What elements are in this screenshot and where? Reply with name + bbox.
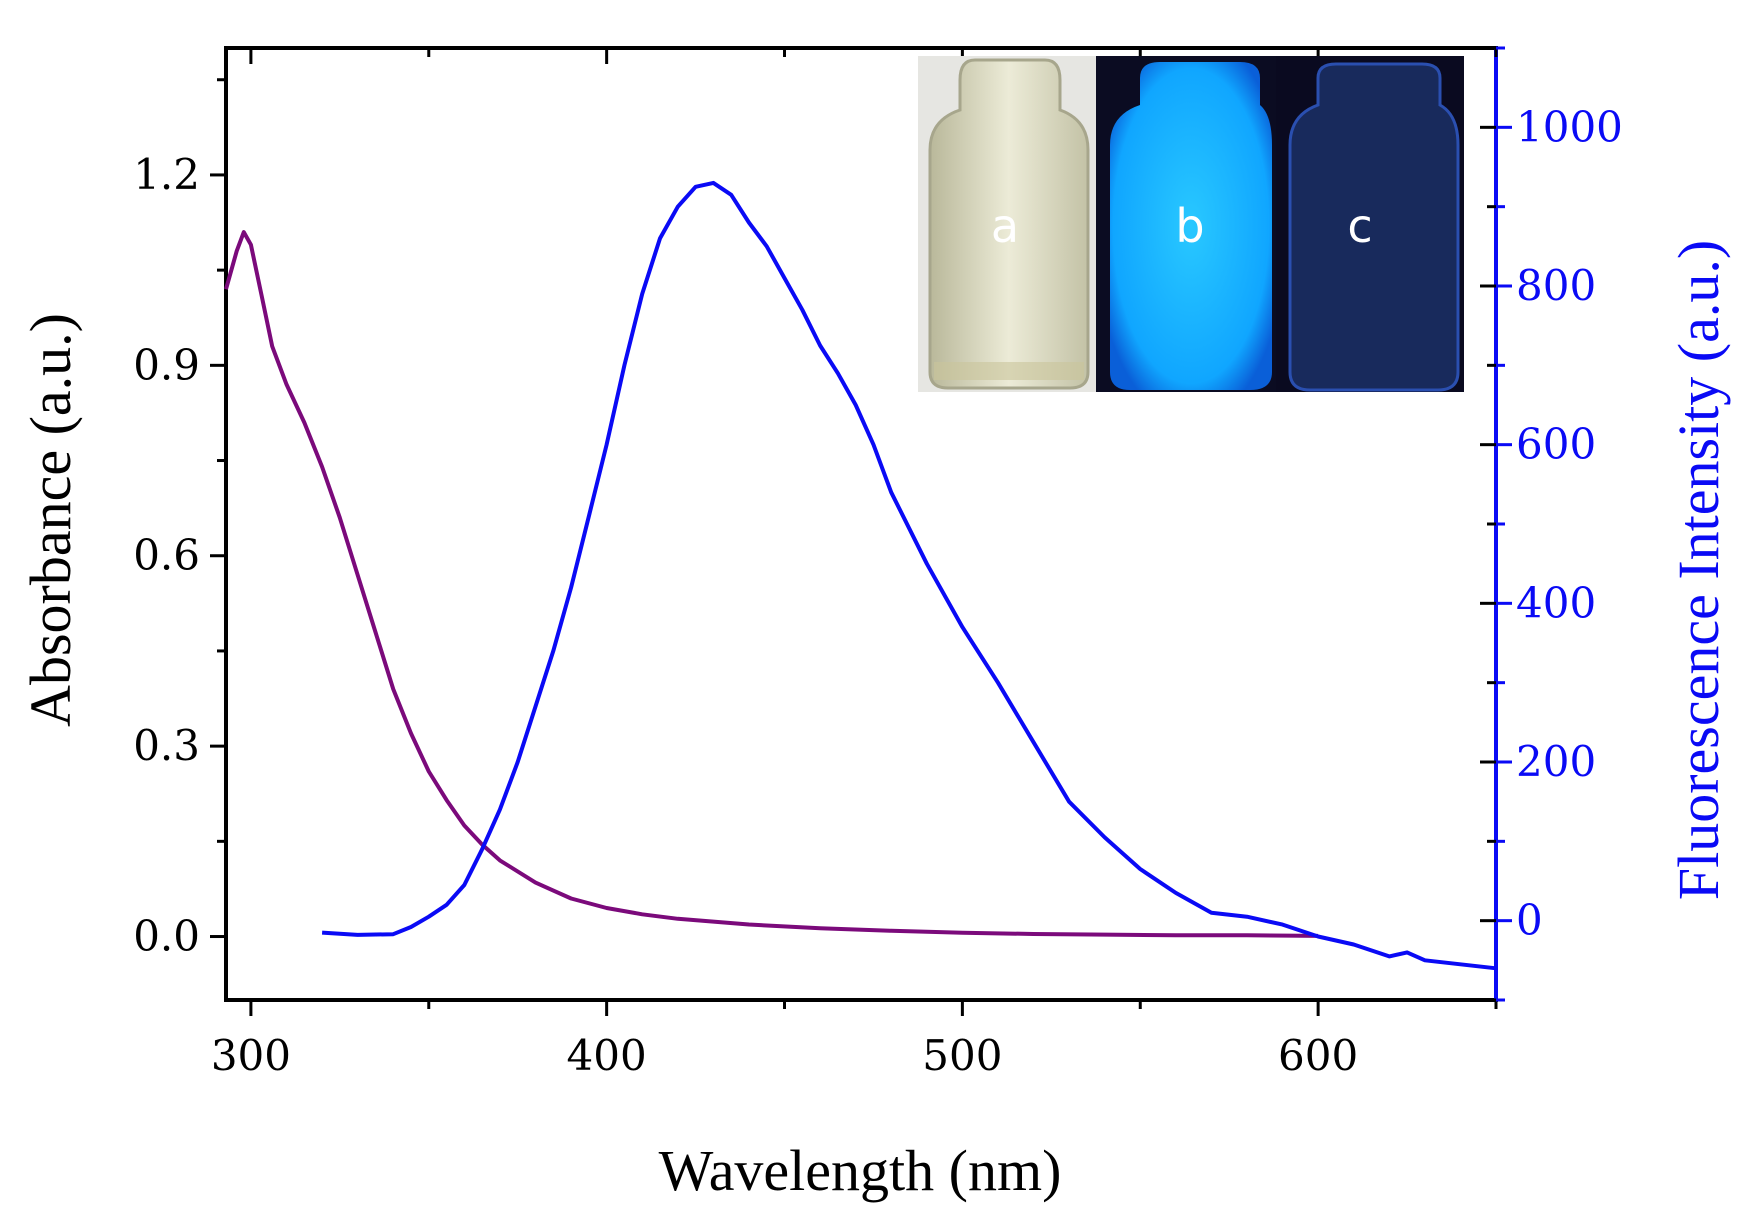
inset-photo: a b c xyxy=(918,56,1464,392)
y-right-tick-label-1: 200 xyxy=(1516,737,1596,786)
y-left-tick-label-2: 0.6 xyxy=(133,531,200,580)
vial-c xyxy=(1288,62,1460,392)
x-tick-label-2: 500 xyxy=(922,1031,1002,1080)
y-right-tick-labels: 0 200 400 600 800 1000 xyxy=(1516,102,1623,944)
y-left-axis-title: Absorbance (a.u.) xyxy=(18,313,83,727)
y-left-tick-label-3: 0.9 xyxy=(133,340,200,389)
vial-a-liquid-edge xyxy=(934,362,1084,380)
inset-label-a: a xyxy=(991,199,1019,253)
y-left-tick-label-0: 0.0 xyxy=(133,912,200,961)
ticks xyxy=(210,46,1512,1016)
x-tick-label-3: 600 xyxy=(1278,1031,1358,1080)
y-right-tick-label-0: 0 xyxy=(1516,896,1543,945)
inset-label-c: c xyxy=(1347,199,1372,253)
absorbance-line xyxy=(224,230,1319,938)
y-right-tick-label-3: 600 xyxy=(1516,420,1596,469)
fluorescence-line xyxy=(321,180,1497,971)
y-right-axis-title: Fluorescence Intensity (a.u.) xyxy=(1666,240,1731,900)
y-left-tick-labels: 0.0 0.3 0.6 0.9 1.2 xyxy=(133,150,200,961)
y-left-tick-label-4: 1.2 xyxy=(133,150,200,199)
y-left-tick-label-1: 0.3 xyxy=(133,721,200,770)
inset-label-b: b xyxy=(1175,199,1204,253)
x-tick-label-1: 400 xyxy=(567,1031,647,1080)
x-axis-title: Wavelength (nm) xyxy=(659,1138,1062,1203)
x-tick-labels: 300 400 500 600 xyxy=(211,1031,1358,1080)
y-right-tick-label-2: 400 xyxy=(1516,578,1596,627)
y-right-tick-label-4: 800 xyxy=(1516,261,1596,310)
vial-a xyxy=(928,58,1090,390)
y-right-tick-label-5: 1000 xyxy=(1516,102,1623,151)
x-tick-label-0: 300 xyxy=(211,1031,291,1080)
vial-b xyxy=(1110,62,1272,390)
